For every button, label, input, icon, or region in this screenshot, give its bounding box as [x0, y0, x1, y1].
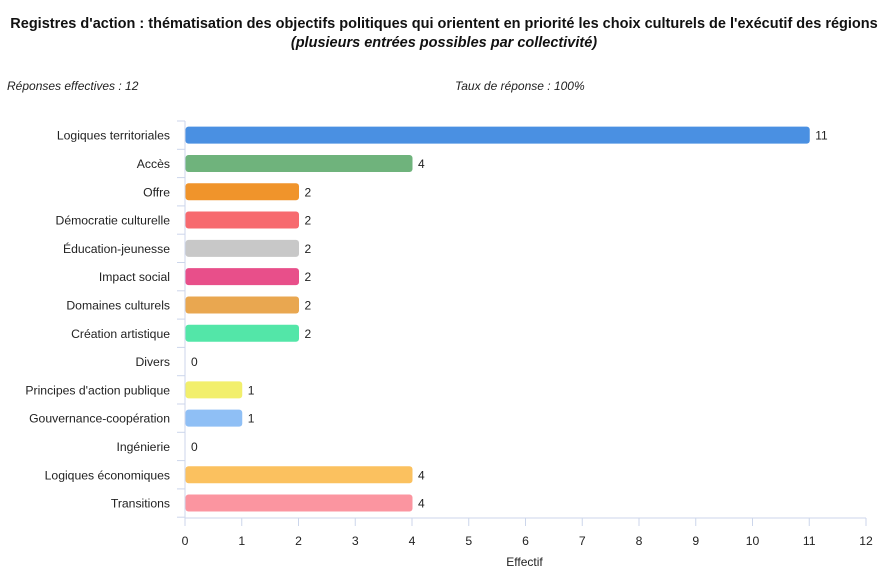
data-label: 2 — [305, 242, 312, 256]
data-label: 0 — [191, 355, 198, 369]
x-tick-label: 5 — [465, 534, 472, 548]
data-label: 0 — [191, 440, 198, 454]
category-label: Logiques territoriales — [57, 129, 170, 143]
x-tick-label: 8 — [636, 534, 643, 548]
data-label: 4 — [418, 468, 425, 482]
category-label: Divers — [135, 355, 170, 369]
x-tick-label: 12 — [859, 534, 873, 548]
bar — [185, 183, 299, 201]
chart-title-subtitle: (plusieurs entrées possibles par collect… — [290, 35, 598, 51]
bar — [185, 494, 413, 512]
bar — [185, 409, 243, 427]
category-label: Logiques économiques — [45, 468, 170, 482]
bar — [185, 268, 299, 286]
x-tick-label: 0 — [182, 534, 189, 548]
x-tick-label: 2 — [295, 534, 302, 548]
x-tick-label: 3 — [352, 534, 359, 548]
category-label: Accès — [137, 157, 170, 171]
x-axis-title: Effectif — [506, 555, 543, 569]
category-label: Offre — [143, 185, 170, 199]
category-label: Domaines culturels — [66, 298, 170, 312]
category-label: Éducation-jeunesse — [63, 241, 170, 256]
category-label: Ingénierie — [116, 440, 170, 454]
bar — [185, 154, 413, 172]
response-rate: Taux de réponse : 100% — [455, 79, 585, 93]
data-label: 11 — [815, 129, 828, 143]
data-label: 2 — [305, 327, 312, 341]
bar — [185, 381, 243, 399]
x-tick-label: 4 — [409, 534, 416, 548]
chart-title-main: Registres d'action : thématisation des o… — [10, 16, 878, 32]
data-label: 2 — [305, 185, 312, 199]
data-label: 2 — [305, 270, 312, 284]
x-tick-label: 7 — [579, 534, 586, 548]
bar — [185, 324, 299, 342]
bar — [185, 126, 810, 144]
data-label: 4 — [418, 497, 425, 511]
data-label: 2 — [305, 298, 312, 312]
data-label: 1 — [248, 383, 255, 397]
category-label: Impact social — [99, 270, 170, 284]
x-tick-label: 6 — [522, 534, 529, 548]
bar — [185, 211, 299, 229]
category-label: Transitions — [111, 497, 170, 511]
category-label: Création artistique — [71, 327, 170, 341]
x-tick-label: 10 — [746, 534, 760, 548]
data-label: 4 — [418, 157, 425, 171]
responses-count: Réponses effectives : 12 — [7, 79, 139, 93]
x-tick-label: 1 — [238, 534, 245, 548]
category-label: Démocratie culturelle — [56, 214, 171, 228]
bar — [185, 239, 299, 257]
category-label: Gouvernance-coopération — [29, 412, 170, 426]
category-label: Principes d'action publique — [25, 383, 170, 397]
bar — [185, 466, 413, 484]
bar — [185, 296, 299, 314]
chart-title: Registres d'action : thématisation des o… — [10, 15, 878, 53]
x-tick-label: 11 — [803, 534, 816, 548]
data-label: 1 — [248, 412, 255, 426]
x-tick-label: 9 — [692, 534, 699, 548]
data-label: 2 — [305, 214, 312, 228]
